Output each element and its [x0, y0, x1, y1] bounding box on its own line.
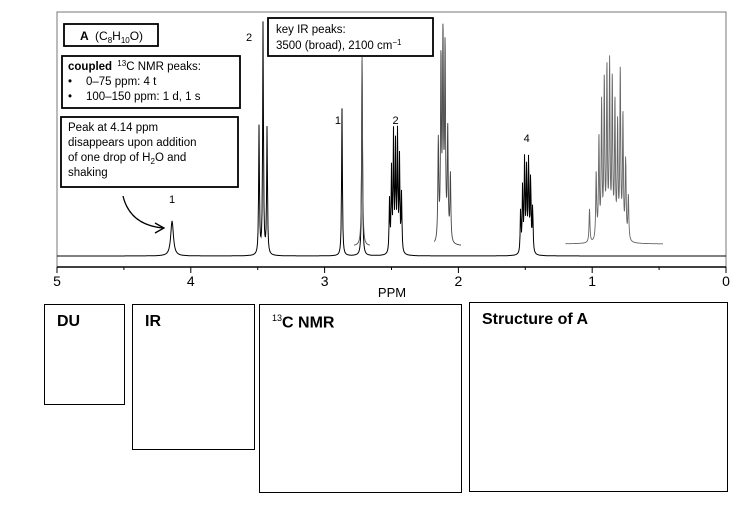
nmr-spectrum-chart: 5 4 3 2 1 0 PPM 1 2 1 2 4 A (C8H10O) coupled 13C … — [53, 11, 730, 300]
integration-label: 1 — [335, 115, 341, 127]
note-arrow — [122, 195, 164, 229]
inset-trace-2 — [433, 23, 462, 246]
expanded-peak-insets — [353, 23, 663, 246]
svg-text:key IR peaks:: key IR peaks: — [276, 24, 346, 36]
svg-text:3500 (broad), 2100 cm−1: 3500 (broad), 2100 cm−1 — [276, 38, 402, 52]
compound-label: A — [80, 29, 89, 43]
note-arrow-head — [154, 222, 166, 234]
x-tick-label: 2 — [455, 273, 463, 289]
inset-trace-3 — [565, 55, 663, 245]
c13-bullet-1: • 0–75 ppm: 4 t — [68, 76, 157, 88]
c13-answer-box[interactable]: 13C NMR — [259, 304, 462, 493]
c13-bullet-2: • 100–150 ppm: 1 d, 1 s — [68, 91, 201, 103]
structure-label: Structure of A — [482, 311, 589, 328]
x-axis-title: PPM — [378, 285, 406, 300]
c13-label: 13C NMR — [272, 313, 335, 332]
svg-text:disappears upon addition: disappears upon addition — [68, 137, 197, 149]
ir-label: IR — [145, 313, 161, 330]
exchange-note-box: Peak at 4.14 ppm disappears upon additio… — [60, 116, 239, 188]
spectrum-trace — [57, 21, 726, 257]
inset-trace-1 — [353, 56, 370, 246]
x-tick-label: 5 — [53, 273, 61, 289]
svg-text:of one drop of H2O and: of one drop of H2O and — [68, 152, 186, 166]
integration-labels: 1 2 1 2 4 — [169, 32, 530, 206]
structure-answer-box[interactable]: Structure of A — [469, 302, 728, 492]
integration-label: 4 — [524, 133, 530, 145]
integration-label: 2 — [392, 115, 398, 127]
x-axis-ticks: 5 4 3 2 1 0 — [53, 267, 730, 289]
svg-text:coupled 13C NMR peaks:: coupled 13C NMR peaks: — [68, 59, 201, 73]
integration-label: 1 — [169, 194, 175, 206]
x-tick-label: 1 — [588, 273, 596, 289]
ir-peaks-box: key IR peaks: 3500 (broad), 2100 cm−1 — [267, 17, 434, 57]
c13-peaks-box: coupled 13C NMR peaks: • 0–75 ppm: 4 t • 1… — [61, 55, 241, 109]
integration-label: 2 — [246, 32, 252, 44]
x-tick-label: 3 — [321, 273, 329, 289]
x-tick-label: 0 — [722, 273, 730, 289]
svg-text:shaking: shaking — [68, 167, 108, 179]
x-tick-label: 4 — [187, 273, 195, 289]
du-answer-box[interactable]: DU — [44, 304, 125, 405]
svg-text:A (C8H10O): A (C8H10O) — [80, 29, 143, 45]
ir-answer-box[interactable]: IR — [132, 304, 255, 450]
svg-text:Peak at 4.14 ppm: Peak at 4.14 ppm — [68, 122, 158, 134]
du-label: DU — [57, 313, 81, 330]
compound-formula-box: A (C8H10O) — [63, 23, 159, 47]
